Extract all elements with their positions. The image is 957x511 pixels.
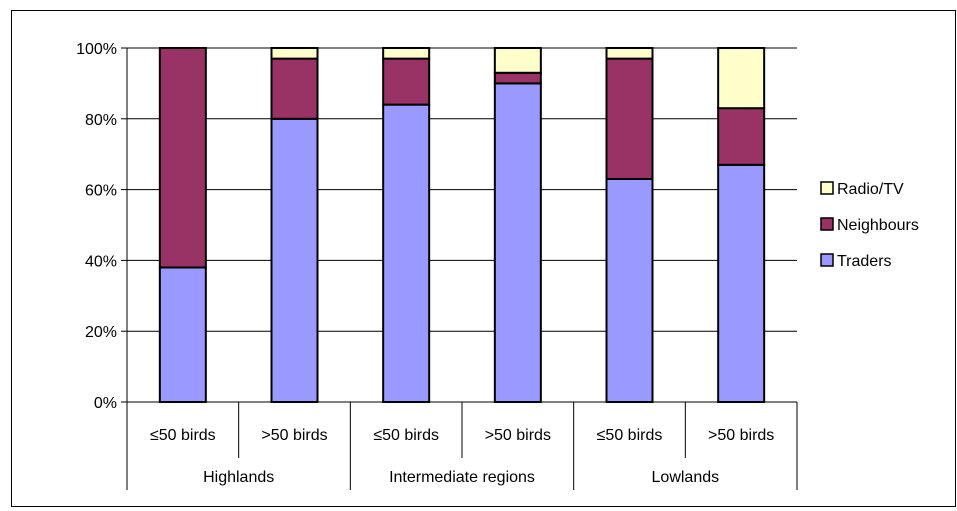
- bar-segment: [382, 57, 431, 106]
- bar-segment: [270, 47, 319, 60]
- y-tick-label: 60%: [85, 183, 117, 200]
- x-category-label: >50 birds: [485, 427, 551, 444]
- x-category-label: >50 birds: [708, 427, 774, 444]
- legend-swatch: [820, 181, 834, 195]
- x-group-label: Intermediate regions: [389, 469, 535, 486]
- x-group-label: Lowlands: [652, 469, 720, 486]
- axes: [121, 47, 798, 490]
- bar-segment: [605, 57, 654, 180]
- x-category-label: ≤50 birds: [373, 427, 439, 444]
- x-category-label: ≤50 birds: [597, 427, 663, 444]
- bar-segment: [605, 47, 654, 60]
- bars: [158, 47, 766, 404]
- bar-segment: [717, 47, 766, 110]
- bar-segment: [605, 177, 654, 403]
- y-tick-label: 20%: [85, 324, 117, 341]
- bar-segment: [270, 117, 319, 404]
- bar-segment: [382, 103, 431, 403]
- bar-segment: [493, 47, 542, 74]
- bar-segment: [158, 47, 207, 269]
- legend-label: Traders: [837, 253, 892, 270]
- bar-segment: [493, 82, 542, 404]
- y-tick-label: 80%: [85, 112, 117, 129]
- legend-label: Neighbours: [837, 217, 919, 234]
- legend: Radio/TV Neighbours Traders: [820, 181, 919, 270]
- y-tick-label: 40%: [85, 253, 117, 270]
- legend-swatch: [820, 253, 834, 267]
- x-category-labels: ≤50 birds >50 birds ≤50 birds >50 birds ≤50 …: [150, 427, 774, 486]
- bar-segment: [158, 266, 207, 404]
- x-group-label: Highlands: [203, 469, 274, 486]
- x-category-label: ≤50 birds: [150, 427, 216, 444]
- bar-segment: [717, 107, 766, 166]
- y-tick-label: 0%: [94, 395, 117, 412]
- y-tick-labels: 0% 20% 40% 60% 80% 100%: [76, 41, 117, 412]
- bar-segment: [493, 71, 542, 85]
- bar-segment: [717, 163, 766, 403]
- x-category-label: >50 birds: [261, 427, 327, 444]
- bar-segment: [270, 57, 319, 120]
- legend-label: Radio/TV: [837, 181, 904, 198]
- bar-segment: [382, 47, 431, 60]
- y-tick-label: 100%: [76, 41, 117, 58]
- legend-swatch: [820, 217, 834, 231]
- gridlines: [127, 47, 797, 332]
